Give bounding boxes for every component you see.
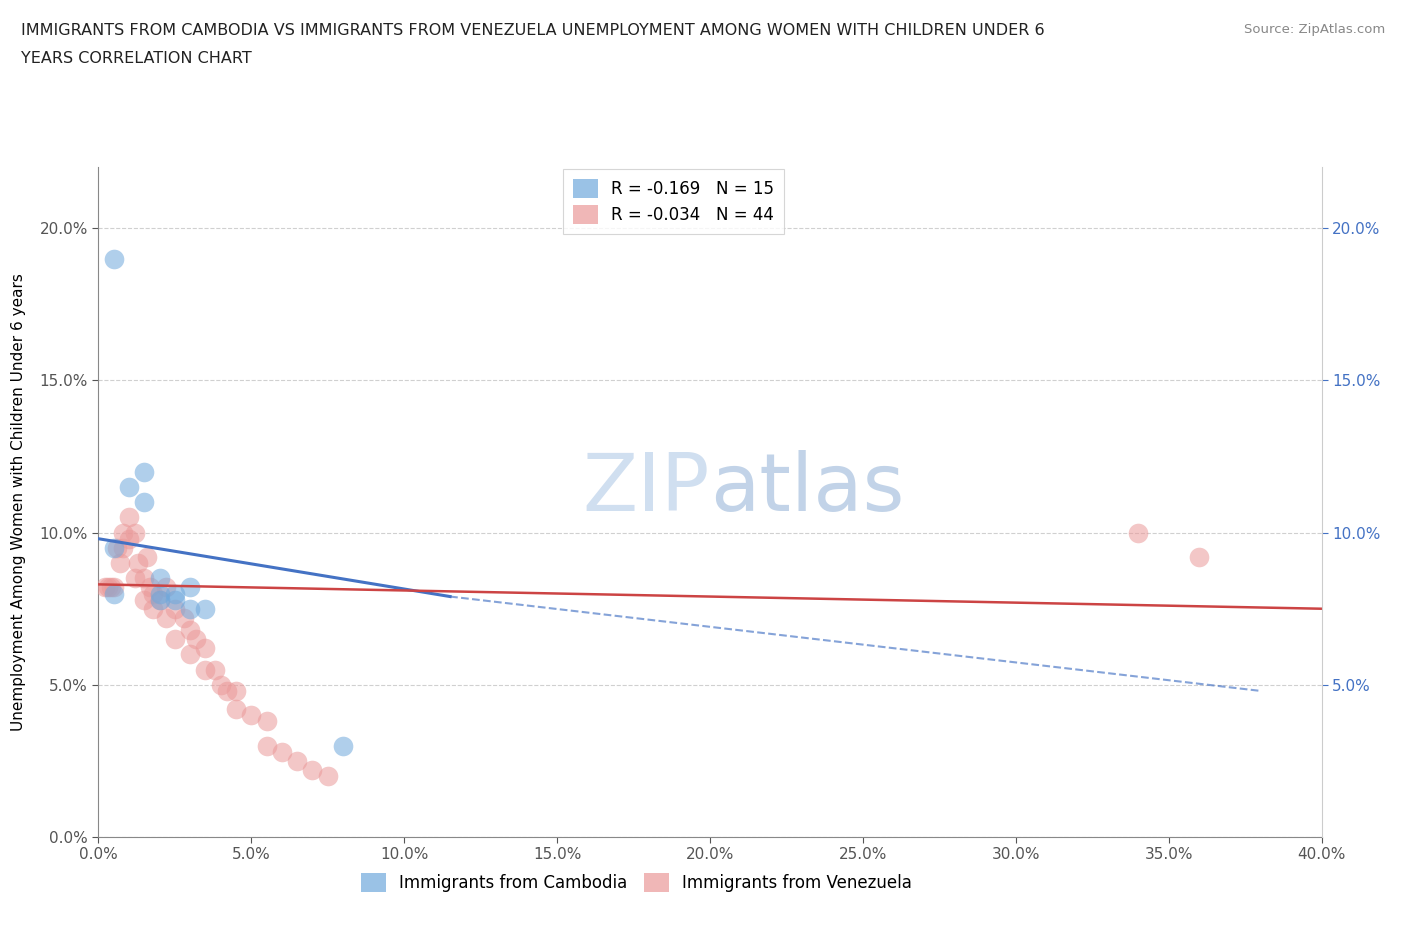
Point [332,738,354,753]
Point [134,495,156,510]
Point [215,684,238,698]
Text: atlas: atlas [710,450,904,528]
Point [118,531,141,546]
Point [103,580,125,595]
Point [134,464,156,479]
Point [179,580,201,595]
Point [105,540,128,555]
Point [142,602,165,617]
Text: YEARS CORRELATION CHART: YEARS CORRELATION CHART [21,51,252,66]
Point [127,555,149,570]
Point [209,677,232,692]
Point [118,510,141,525]
Point [124,571,146,586]
Point [301,763,323,777]
Point [103,540,125,555]
Point [163,592,186,607]
Point [139,580,162,595]
Point [316,769,339,784]
Point [103,586,125,601]
Point [149,571,172,586]
Point [163,631,186,646]
Point [240,708,263,723]
Point [108,555,131,570]
Text: Source: ZipAtlas.com: Source: ZipAtlas.com [1244,23,1385,36]
Point [194,662,217,677]
Point [118,480,141,495]
Text: IMMIGRANTS FROM CAMBODIA VS IMMIGRANTS FROM VENEZUELA UNEMPLOYMENT AMONG WOMEN W: IMMIGRANTS FROM CAMBODIA VS IMMIGRANTS F… [21,23,1045,38]
Point [149,586,172,601]
Point [1188,550,1211,565]
Point [225,702,247,717]
Point [136,550,159,565]
Point [194,641,217,656]
Point [93,580,115,595]
Point [173,610,195,625]
Point [111,540,134,555]
Point [179,647,201,662]
Point [270,744,292,759]
Point [111,525,134,540]
Point [97,580,120,595]
Point [155,610,177,625]
Point [142,586,165,601]
Point [134,571,156,586]
Point [124,525,146,540]
Point [163,586,186,601]
Point [100,580,122,595]
Point [134,592,156,607]
Point [1128,525,1150,540]
Point [103,251,125,266]
Point [149,592,172,607]
Point [285,753,308,768]
Point [186,631,208,646]
Point [179,622,201,637]
Point [204,662,226,677]
Point [256,738,278,753]
Point [163,602,186,617]
Point [155,580,177,595]
Legend: Immigrants from Cambodia, Immigrants from Venezuela: Immigrants from Cambodia, Immigrants fro… [352,863,922,902]
Point [179,602,201,617]
Point [194,602,217,617]
Point [149,592,172,607]
Point [225,684,247,698]
Y-axis label: Unemployment Among Women with Children Under 6 years: Unemployment Among Women with Children U… [11,273,25,731]
Point [256,714,278,729]
Text: ZIP: ZIP [582,450,710,528]
